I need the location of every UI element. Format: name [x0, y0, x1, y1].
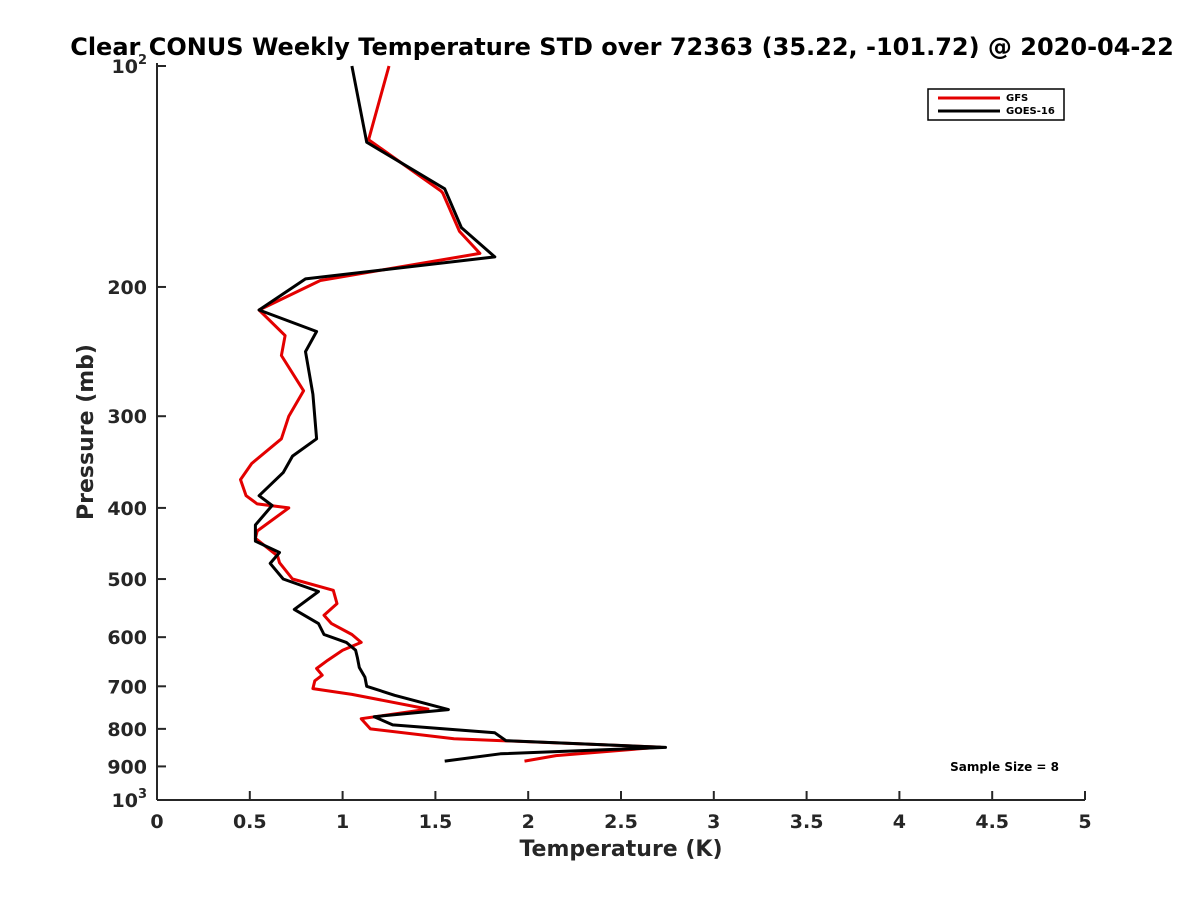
y-tick-label: 500 [107, 569, 147, 591]
y-tick-label: 600 [107, 627, 147, 649]
y-tick-label: 102 [112, 53, 148, 78]
chart-title: Clear CONUS Weekly Temperature STD over … [70, 33, 1174, 61]
series-line-goes16 [253, 65, 667, 763]
legend-box [927, 88, 1065, 121]
x-tick-label: 3.5 [790, 811, 824, 833]
legend: GFS GOES-16 [927, 88, 1065, 121]
x-tick-label: 2.5 [604, 811, 638, 833]
y-tick-label: 400 [107, 498, 147, 520]
y-tick-label: 800 [107, 719, 147, 741]
x-tick-label: 4.5 [975, 811, 1009, 833]
x-axis-label: Temperature (K) [519, 837, 722, 862]
y-ticks: 102 200 300 400 500 600 700 800 900 103 [107, 53, 166, 812]
legend-label-gfs: GFS [1006, 93, 1028, 104]
x-tick-label: 5 [1078, 811, 1091, 833]
x-tick-label: 1.5 [419, 811, 453, 833]
plot-lines [239, 65, 667, 763]
legend-label-goes16: GOES-16 [1006, 106, 1055, 117]
y-tick-label: 900 [107, 756, 147, 778]
x-tick-label: 2 [522, 811, 535, 833]
y-tick-label: 300 [107, 406, 147, 428]
x-tick-label: 1 [336, 811, 349, 833]
y-axis-label: Pressure (mb) [74, 344, 99, 520]
x-tick-label: 0 [150, 811, 163, 833]
axes [156, 63, 1085, 801]
y-tick-label: 700 [107, 676, 147, 698]
x-tick-label: 3 [707, 811, 720, 833]
sample-size-annotation: Sample Size = 8 [950, 760, 1059, 774]
x-tick-label: 0.5 [233, 811, 267, 833]
x-tick-label: 4 [893, 811, 906, 833]
x-ticks: 0 0.5 1 1.5 2 2.5 3 3.5 4 4.5 5 [150, 791, 1092, 833]
y-tick-label: 103 [112, 787, 148, 812]
series-line-gfs [239, 65, 662, 763]
y-tick-label: 200 [107, 277, 147, 299]
